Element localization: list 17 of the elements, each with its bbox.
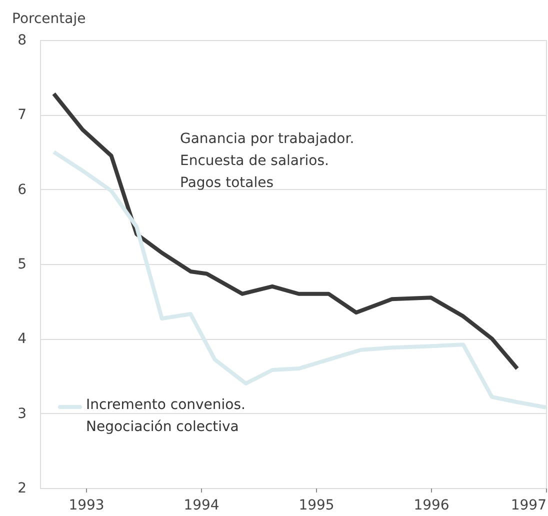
line-series [52, 92, 520, 371]
y-tick-label: 2 [18, 480, 26, 496]
y-tick-label: 8 [18, 32, 26, 48]
text: Ganancia por trabajador. Encuesta de salarios. Pagos totales [180, 131, 354, 191]
legend-label: Incremento convenios. Negociación colectiva [86, 397, 246, 435]
x-tick-label: 1993 [68, 498, 104, 514]
line-series [52, 150, 548, 410]
x-tick-label: 1995 [298, 498, 334, 514]
x-tick-label: 1996 [414, 498, 450, 514]
y-tick-label: 7 [18, 107, 26, 124]
y-tick-label: 4 [18, 331, 27, 348]
y-axis-title: Porcentaje [12, 11, 86, 27]
y-tick-label: 3 [18, 406, 26, 422]
x-tick-label: 1997 [510, 498, 546, 514]
y-tick-label: 5 [18, 256, 26, 272]
y-tick-label: 6 [18, 182, 27, 198]
x-tick-label: 1994 [184, 498, 220, 514]
